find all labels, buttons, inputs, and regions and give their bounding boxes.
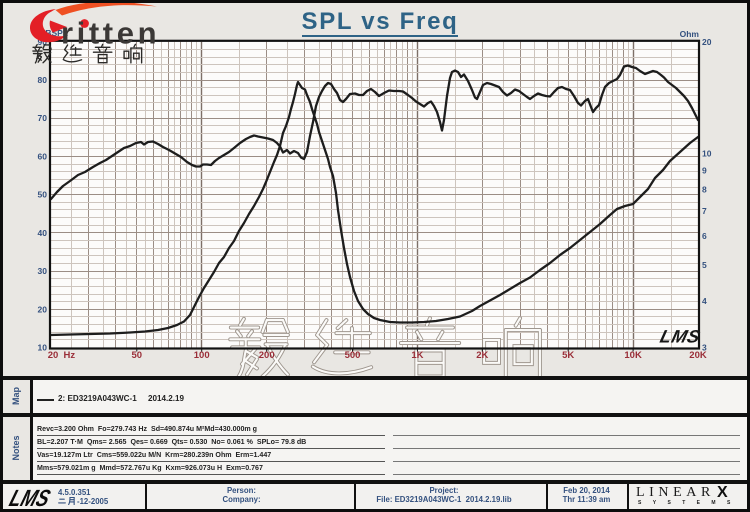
svg-text:4: 4 (702, 296, 707, 306)
svg-text:20: 20 (48, 350, 59, 361)
svg-text:10: 10 (38, 343, 48, 353)
svg-text:30: 30 (38, 266, 48, 276)
svg-text:2K: 2K (476, 350, 488, 361)
svg-text:1K: 1K (411, 350, 423, 361)
svg-text:dBSPL: dBSPL (40, 28, 68, 38)
svg-text:20: 20 (702, 37, 712, 47)
svg-text:LMS: LMS (6, 484, 54, 511)
svg-text:20K: 20K (689, 350, 707, 361)
svg-text:Ohm: Ohm (680, 29, 700, 39)
svg-text:ritten: ritten (61, 16, 160, 51)
svg-text:80: 80 (38, 75, 48, 85)
svg-text:40: 40 (38, 228, 48, 238)
svg-text:10K: 10K (624, 350, 642, 361)
svg-text:5: 5 (702, 260, 707, 270)
svg-text:8: 8 (702, 185, 707, 195)
svg-text:LMS: LMS (658, 326, 703, 347)
svg-text:70: 70 (38, 113, 48, 123)
svg-text:9: 9 (702, 166, 707, 176)
svg-text:90: 90 (38, 37, 48, 47)
svg-text:5K: 5K (562, 350, 574, 361)
svg-text:3: 3 (702, 343, 707, 353)
svg-text:20: 20 (38, 304, 48, 314)
svg-text:500: 500 (345, 350, 361, 361)
svg-text:60: 60 (38, 151, 48, 161)
svg-text:200: 200 (259, 350, 275, 361)
svg-text:50: 50 (38, 190, 48, 200)
svg-text:6: 6 (702, 231, 707, 241)
svg-text:100: 100 (194, 350, 210, 361)
svg-text:7: 7 (702, 206, 707, 216)
svg-text:10: 10 (702, 149, 712, 159)
svg-text:50: 50 (132, 350, 143, 361)
svg-text:Hz: Hz (64, 350, 76, 361)
